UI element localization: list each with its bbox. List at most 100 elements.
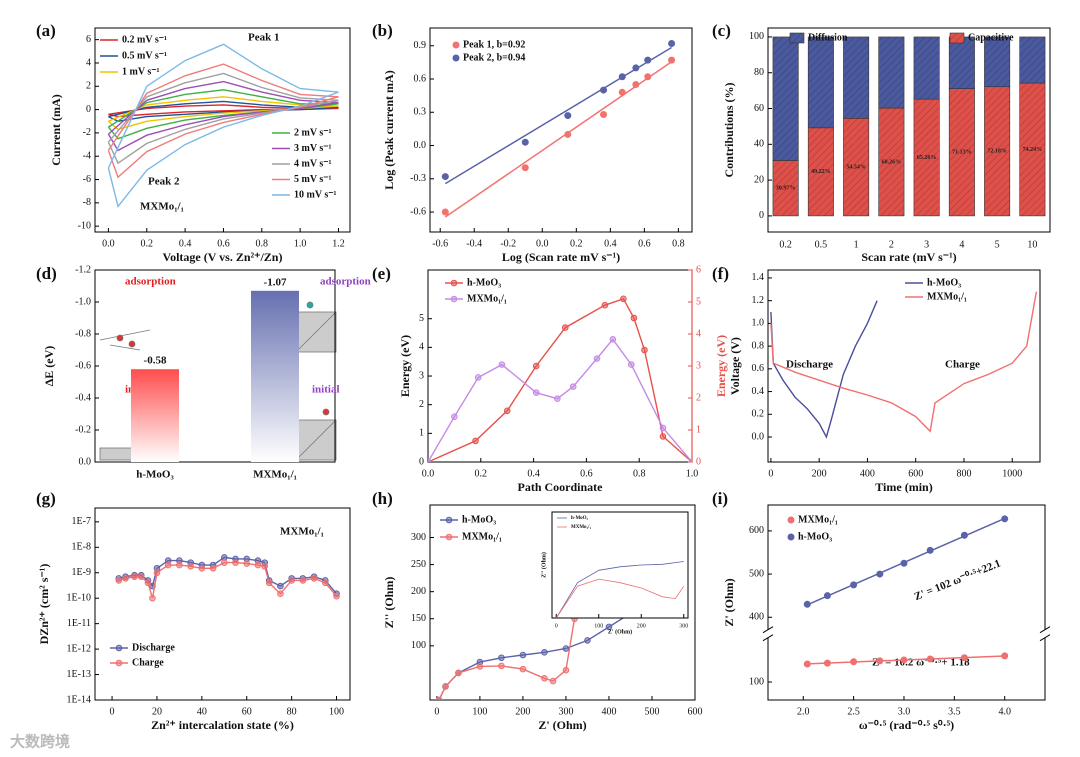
axes-frame [767,504,1046,701]
y-tick-label: 6 [86,34,91,45]
point [1001,652,1009,660]
atom [306,301,314,309]
x-tick-label: 4.0 [998,706,1011,717]
y-axis-label: ΔE (eV) [42,346,56,387]
point [644,56,652,64]
y2-tick-label: 0 [696,456,701,467]
y-tick-label: 100 [749,31,764,42]
marker [630,314,638,322]
x-tick-label: 0.2 [141,238,154,249]
bar [251,290,299,462]
panel-label: (i) [712,489,728,508]
y-tick-label: 0.3 [414,107,427,118]
x-tick-label: 40 [197,706,207,717]
y-axis-label: Z'' (Ohm) [382,577,396,629]
marker [299,577,307,584]
x-axis-label: Time (min) [875,480,932,494]
value-label: -0.58 [144,355,167,367]
point [850,658,858,666]
marker [243,560,251,567]
marker [442,683,449,690]
line-series [770,300,878,439]
bar-segment [878,36,905,109]
axes-frame [94,507,351,701]
legend-label: 1 mV s⁻¹ [122,66,160,77]
y-tick-label: 1.4 [752,272,765,283]
legend-marker [450,279,458,287]
x-tick-label: 0.8 [633,468,646,479]
y2-tick-label: 5 [696,296,701,307]
point [618,88,626,96]
y-tick-label: 0.0 [414,140,427,151]
x-axis-label: Zn²⁺ intercalation state (%) [151,718,294,732]
x-tick-label: 0.0 [536,238,549,249]
point [632,81,640,89]
y-tick-label: 0 [759,210,764,221]
x-tick-label: 0.8 [672,238,685,249]
annotation: Discharge [786,359,833,371]
marker [261,562,269,570]
marker [137,573,145,580]
legend-marker [445,533,453,541]
marker [609,336,617,343]
value-label: 60.26% [882,159,902,165]
point [564,112,572,120]
axis-break-gap [1042,629,1048,638]
marker [584,637,591,644]
y-tick-label: 500 [749,568,764,579]
y-axis-label: Contributions (%) [722,82,736,177]
point [644,73,652,81]
x-tick-label: 0.4 [527,468,540,479]
marker [149,594,156,602]
bar-segment [984,36,1011,88]
legend-label: Discharge [132,642,175,653]
point [850,581,858,589]
point [926,655,934,663]
x-tick-label: -0.4 [466,238,482,249]
marker [277,590,284,598]
x-tick-label: 0.6 [638,238,651,249]
x-tick-label: 1.0 [294,238,307,249]
panel: 2.0 2.5 3.0 3.5 4.0 100 400 500 600 ω⁻⁰·⁵ (rad⁻⁰·… [712,489,1051,732]
hatch [295,419,337,461]
marker [659,424,667,432]
point [632,64,640,72]
marker [569,383,577,390]
x-tick-label: 300 [558,706,573,717]
panel-label: (a) [36,21,56,40]
x-tick-label: 200 [515,706,530,717]
plot-area [555,561,685,618]
point [876,657,884,665]
legend-label: Capacitive [968,32,1014,43]
marker [333,592,340,600]
annotation: Peak 1 [248,32,279,44]
marker [451,413,458,421]
y-tick-label: 600 [749,525,764,536]
line-series [555,578,685,618]
y-tick-label: 0.8 [752,340,765,351]
x-axis-label: Z' (Ohm) [538,718,586,732]
value-label: 65.26% [917,155,937,161]
axes-frame [767,27,1051,233]
y-tick-label: 100 [411,640,426,651]
x-axis-label: Voltage (V vs. Zn²⁺/Zn) [163,250,283,264]
bar-segment [948,88,975,217]
bar-segment [913,36,940,100]
y-tick-label: -2 [83,127,91,138]
value-label: 30.97% [776,186,796,192]
marker [659,433,667,440]
y-tick-label: 100 [749,676,764,687]
x-tick-label: 10 [1027,239,1037,250]
marker [541,649,548,656]
x-tick-label: -0.2 [500,238,516,249]
x-axis-label: Log (Scan rate mV s⁻¹) [502,250,620,264]
marker [115,577,123,584]
y-tick-label: 1.2 [752,295,765,306]
x-tick-label: 1.0 [686,468,699,479]
y-tick-label: 0.0 [752,431,765,442]
marker [561,324,569,331]
x-tick-label: 0.0 [422,468,435,479]
x-tick-label: 4 [959,239,964,250]
y-tick-label: 2 [419,399,424,410]
y-tick-label: 0.2 [752,409,765,420]
